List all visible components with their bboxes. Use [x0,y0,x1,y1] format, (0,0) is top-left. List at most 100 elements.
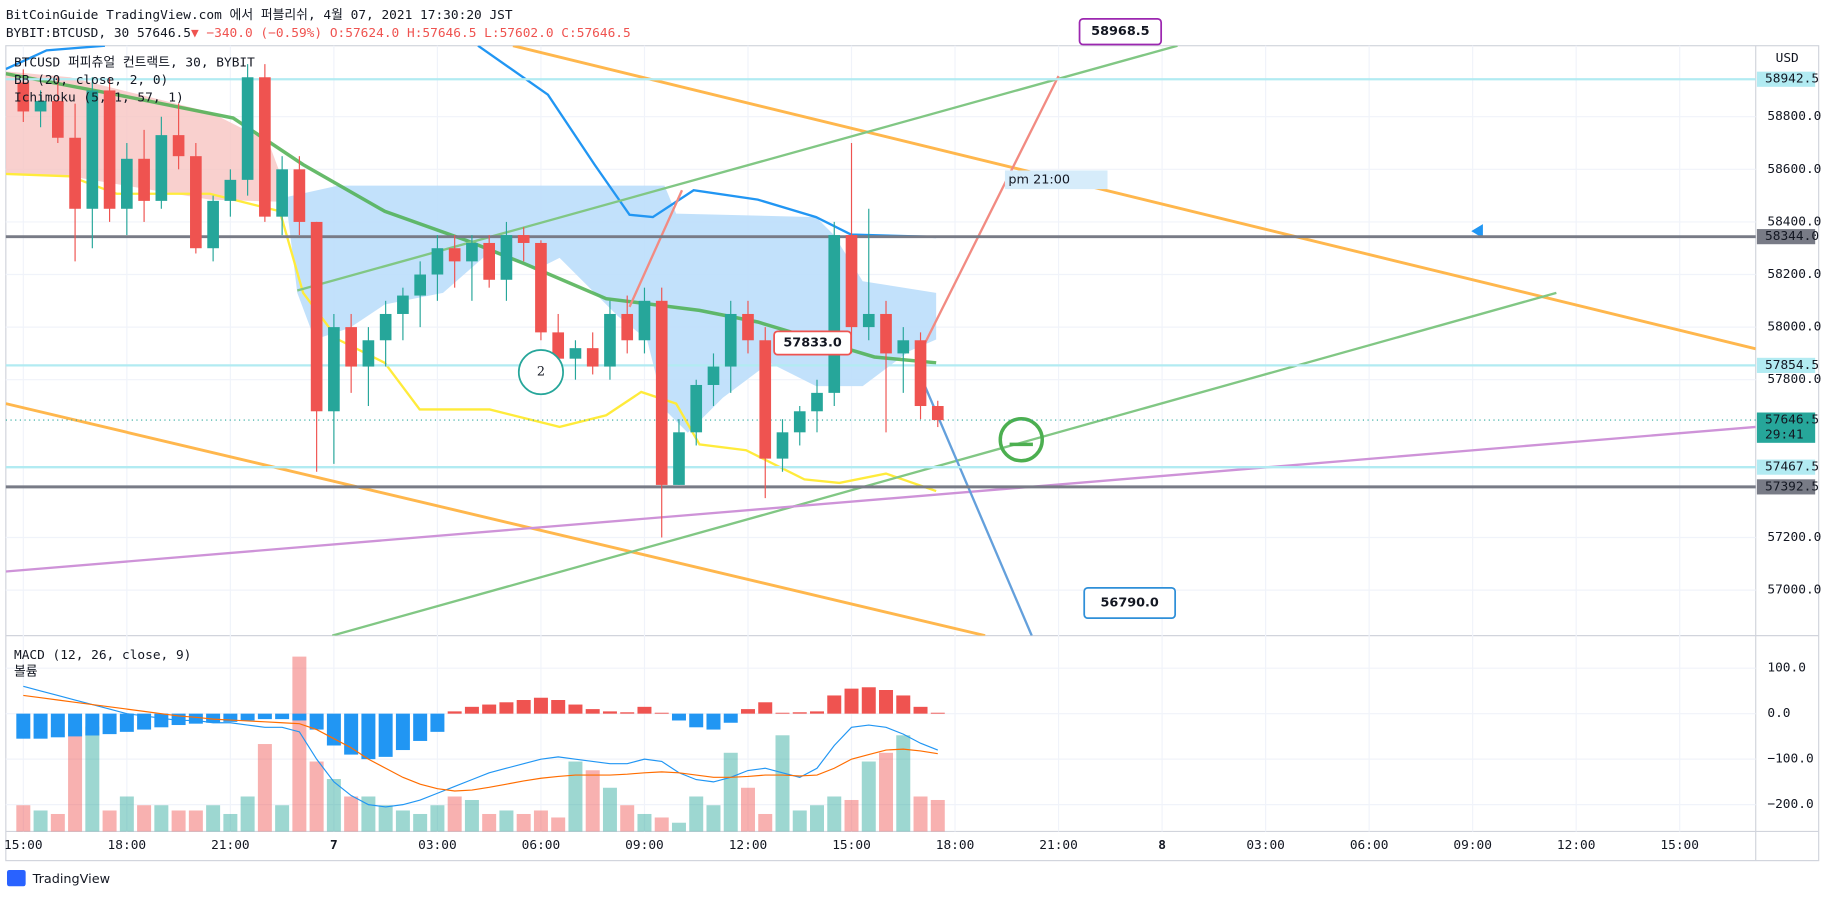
macd-histogram-bar [930,712,945,714]
candle-body [241,77,254,180]
y-tick-label: 57000.0 [1767,583,1821,598]
volume-bar [637,813,652,832]
candle-body [466,242,478,262]
volume-bar [792,810,807,832]
candle-body [190,156,202,249]
candle-body [397,295,409,314]
volume-bar [137,805,152,832]
legend-bb: BB (20, close, 2, 0) [14,73,168,88]
macd-histogram-bar [50,713,65,738]
price-label-bg [1756,479,1816,495]
candle-body [828,235,841,393]
volume-bar [378,805,393,832]
volume-bar [50,813,65,832]
macd-histogram-bar [516,700,531,714]
arrow-line [919,75,1060,352]
macd-histogram-bar [240,713,255,721]
macd-histogram-bar [68,713,83,737]
volume-bar [326,779,341,832]
legend-symbol: BTCUSD 퍼피츄얼 컨트랙트, 30, BYBIT [14,56,255,71]
macd-histogram-bar [654,712,669,714]
candle-body [517,235,530,243]
candle-body [690,384,703,433]
candle-body [276,169,288,217]
x-tick-label: 09:00 [1453,838,1492,853]
volume-bar [464,799,479,832]
candle-body [379,313,392,341]
volume-bar [913,796,928,832]
volume-bar [827,796,842,832]
volume-bar [568,761,583,832]
candle-body [259,77,271,217]
macd-histogram-bar [430,713,445,732]
volume-bar [585,770,600,832]
high: H:57646.5 [407,25,476,40]
price-label: 58344.0 [1765,229,1819,244]
macd-histogram-bar [257,713,272,720]
volume-bar [740,787,755,832]
macd-histogram-bar [740,709,755,714]
candle-body [224,179,237,201]
x-tick-label: 21:00 [211,838,250,853]
countdown: 29:41 [1765,428,1804,443]
candle-body [34,100,47,112]
macd-histogram-bar [119,713,134,732]
candle-body [880,313,892,354]
candle-body [621,313,634,341]
candle-body [431,248,444,275]
candle-body [483,242,496,280]
candle-body [862,313,875,328]
macd-histogram-bar [585,709,600,714]
volume-bar [810,805,824,832]
trendline [512,45,1756,351]
macd-histogram-bar [102,713,117,735]
macd-histogram-bar [706,713,721,730]
macd-histogram-bar [671,713,686,721]
macd-histogram-bar [292,713,307,721]
candle-body [500,235,513,280]
macd-line [23,685,938,808]
price-label: 57646.5 [1765,413,1819,428]
macd-histogram-bar [827,695,842,714]
price-label-bg [1756,412,1816,443]
volume-bar [171,810,186,832]
candle-body [586,348,599,367]
volume-bar [16,805,31,832]
y-tick-label: 58200.0 [1767,267,1821,282]
close: C:57646.5 [561,25,630,40]
trendline [5,402,986,636]
volume-title: 볼륨 [14,664,38,679]
macd-histogram-bar [85,713,100,736]
volume-bar [896,735,911,832]
x-tick-label: 03:00 [1246,838,1285,853]
macd-histogram-bar [464,706,479,714]
volume-bar [482,813,497,832]
candle-body [655,300,668,485]
y-tick-label: 58400.0 [1767,214,1821,229]
logo [6,869,26,887]
volume-bar [758,813,773,832]
macd-histogram-bar [792,712,807,714]
header-title: BitCoinGuide TradingView.com 에서 퍼블리쉬, 4월… [6,8,513,23]
volume-bar [292,656,307,832]
candle-body [17,82,30,112]
callout-bg [773,330,852,356]
x-tick-label: 7 [330,838,338,853]
volume-bar [85,726,100,832]
candle-body [638,300,651,341]
macd-histogram-bar [33,713,48,739]
currency: USD [1776,51,1799,66]
macd-histogram-bar [499,702,514,714]
macd-histogram-bar [602,711,617,714]
candle-body [69,137,81,209]
candle-body [121,158,133,209]
x-tick-label: 8 [1158,838,1166,853]
macd-histogram-bar [758,702,773,714]
price-label-bg [1756,459,1816,475]
macd-histogram-bar [326,713,341,746]
volume-bar [223,813,238,832]
candle-body [759,340,772,459]
candle-body [155,135,168,201]
macd-histogram-bar [361,713,376,760]
candle-body [51,100,64,138]
